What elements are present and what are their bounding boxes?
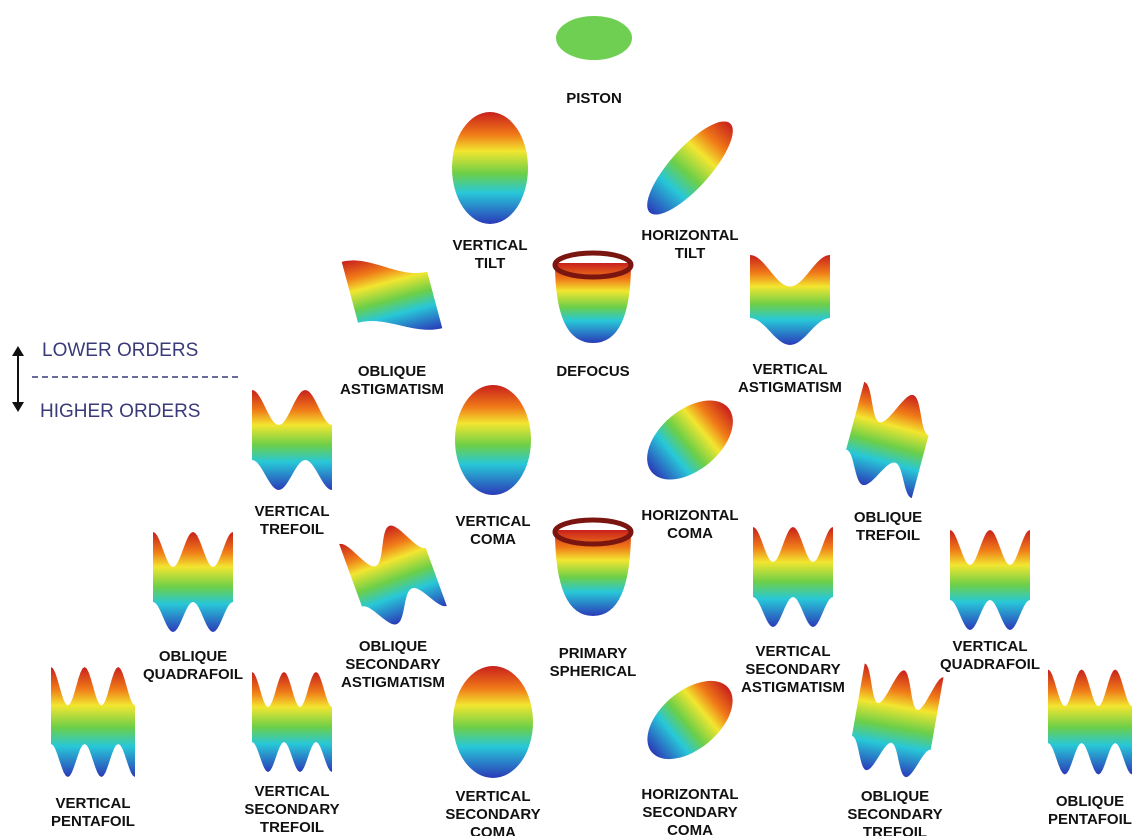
node-label: SECONDARY (445, 806, 540, 823)
node-label: PISTON (566, 90, 622, 107)
legend-lower: HIGHER ORDERS (40, 401, 200, 422)
node-label: OBLIQUE (159, 648, 227, 665)
surface (1048, 669, 1132, 775)
node-label: TREFOIL (260, 521, 324, 538)
node-label: TILT (675, 245, 706, 262)
surface (341, 260, 443, 330)
legend-upper: LOWER ORDERS (42, 340, 198, 361)
node-label: ASTIGMATISM (340, 381, 444, 398)
surface (647, 400, 733, 480)
node-label: OBLIQUE (861, 788, 929, 805)
node-label: VERTICAL (453, 237, 528, 254)
node-label: SECONDARY (642, 804, 737, 821)
node-label: TREFOIL (863, 824, 927, 836)
surface (556, 16, 632, 60)
node-label: SECONDARY (745, 661, 840, 678)
node-label: SECONDARY (244, 801, 339, 818)
node-label: SPHERICAL (550, 663, 637, 680)
rim (552, 517, 634, 547)
node-label: VERTICAL (456, 788, 531, 805)
node-label: OBLIQUE (358, 363, 426, 380)
surface (846, 381, 929, 499)
node-label: HORIZONTAL (641, 227, 738, 244)
node-label: PENTAFOIL (1048, 811, 1132, 828)
node-label: COMA (470, 531, 516, 548)
node-label: COMA (667, 822, 713, 836)
node-label: QUADRAFOIL (940, 656, 1040, 673)
surface (51, 667, 135, 777)
node-label: COMA (667, 525, 713, 542)
node-label: ASTIGMATISM (738, 379, 842, 396)
node-label: QUADRAFOIL (143, 666, 243, 683)
surface (647, 680, 733, 760)
surface (753, 527, 833, 627)
surface (252, 672, 332, 772)
surface (750, 255, 830, 345)
node-label: VERTICAL (756, 643, 831, 660)
node-label: OBLIQUE (359, 638, 427, 655)
node-label: ASTIGMATISM (741, 679, 845, 696)
surface (252, 390, 332, 490)
surface (339, 525, 447, 625)
surface (455, 385, 531, 495)
node-label: VERTICAL (255, 503, 330, 520)
zernike-node: DEFOCUS (552, 250, 634, 380)
node-label: HORIZONTAL (641, 507, 738, 524)
node-label: VERTICAL (255, 783, 330, 800)
surface (555, 263, 631, 343)
node-label: VERTICAL (456, 513, 531, 530)
zernike-node: PISTON (556, 16, 632, 107)
node-label: HORIZONTAL (641, 786, 738, 803)
surface (153, 532, 233, 632)
node-label: PENTAFOIL (51, 813, 135, 830)
node-label: SECONDARY (847, 806, 942, 823)
surface (453, 666, 533, 778)
surface (555, 530, 631, 616)
node-label: VERTICAL (56, 795, 131, 812)
surface (851, 663, 944, 778)
node-label: OBLIQUE (1056, 793, 1124, 810)
node-label: OBLIQUE (854, 509, 922, 526)
surface (452, 112, 528, 224)
node-label: TREFOIL (260, 819, 324, 836)
node-label: TILT (475, 255, 506, 272)
node-label: COMA (470, 824, 516, 836)
node-label: DEFOCUS (556, 363, 629, 380)
node-label: SECONDARY (345, 656, 440, 673)
surface (647, 121, 733, 215)
node-label: VERTICAL (753, 361, 828, 378)
node-label: ASTIGMATISM (341, 674, 445, 691)
node-label: PRIMARY (559, 645, 628, 662)
surface (950, 530, 1030, 630)
node-label: VERTICAL (953, 638, 1028, 655)
node-label: TREFOIL (856, 527, 920, 544)
rim (552, 250, 634, 280)
legend: LOWER ORDERS HIGHER ORDERS (12, 340, 240, 422)
